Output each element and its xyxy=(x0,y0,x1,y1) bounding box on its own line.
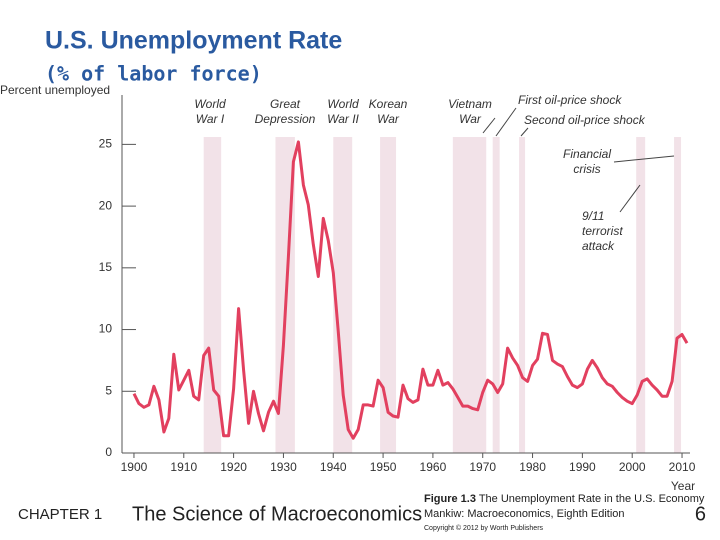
annotation: World xyxy=(194,97,226,111)
annotation: crisis xyxy=(573,162,600,176)
chart-title: U.S. Unemployment Rate xyxy=(45,27,342,55)
shaded-period xyxy=(636,137,646,453)
x-tick-label: 1990 xyxy=(569,460,596,474)
x-axis-label: Year xyxy=(671,479,695,493)
annotation: Great xyxy=(270,97,301,111)
x-tick-label: 1930 xyxy=(270,460,297,474)
y-tick-label: 25 xyxy=(99,137,113,151)
y-tick-label: 5 xyxy=(105,383,112,397)
x-tick-label: 1910 xyxy=(170,460,197,474)
chapter: CHAPTER 1 xyxy=(18,506,102,523)
x-tick-label: 1900 xyxy=(121,460,148,474)
shaded-period xyxy=(674,137,682,453)
chapter-title: The Science of Macroeconomics xyxy=(132,503,422,525)
annotation: War II xyxy=(327,112,359,126)
annotation: Second oil-price shock xyxy=(524,113,646,127)
annotation: War xyxy=(459,112,482,126)
annotation-pointer xyxy=(520,127,529,137)
plot: 0 5 10 15 20 25 1900 1910 1920 1930 1940 1950 1960 19… xyxy=(99,93,696,474)
shaded-period xyxy=(380,137,397,453)
y-tick-label: 20 xyxy=(99,198,113,212)
annotation-pointer xyxy=(495,107,517,137)
annotation: attack xyxy=(582,239,615,253)
shaded-period xyxy=(333,137,353,453)
shaded-period xyxy=(492,137,500,453)
copyright: Copyright © 2012 by Worth Publishers xyxy=(424,524,544,532)
x-tick-label: 1920 xyxy=(220,460,247,474)
figure-caption-text: The Unemployment Rate in the U.S. Econom… xyxy=(479,493,705,505)
annotation: Financial xyxy=(563,147,611,161)
annotation: 9/11 xyxy=(582,209,604,223)
annotation: World xyxy=(327,97,359,111)
x-tick-label: 1980 xyxy=(519,460,546,474)
x-tick-label: 2010 xyxy=(669,460,696,474)
source: Mankiw: Macroeconomics, Eighth Edition xyxy=(424,508,625,520)
x-tick-label: 1950 xyxy=(370,460,397,474)
annotation: Depression xyxy=(255,112,316,126)
annotation: First oil-price shock xyxy=(518,93,622,107)
annotation-pointer xyxy=(619,184,641,213)
page-number: 6 xyxy=(695,503,706,525)
shaded-period xyxy=(519,137,526,453)
y-tick-label: 0 xyxy=(105,445,112,459)
chart-subtitle: (% of labor force) xyxy=(45,62,262,86)
y-axis-label: Percent unemployed xyxy=(0,83,110,97)
y-tick-label: 10 xyxy=(99,322,113,336)
figure-caption: Figure 1.3 The Unemployment Rate in the … xyxy=(424,493,705,505)
annotation-pointer xyxy=(482,117,496,134)
x-tick-label: 1970 xyxy=(469,460,496,474)
x-tick-label: 1940 xyxy=(320,460,347,474)
y-tick-label: 15 xyxy=(99,260,113,274)
annotation-pointer xyxy=(613,155,675,163)
x-tick-label: 1960 xyxy=(420,460,447,474)
x-tick-label: 2000 xyxy=(619,460,646,474)
shaded-period xyxy=(203,137,222,453)
annotation: terrorist xyxy=(582,224,623,238)
annotation: War xyxy=(377,112,400,126)
annotation: Korean xyxy=(369,97,408,111)
annotation: Vietnam xyxy=(448,97,492,111)
series-line xyxy=(132,140,689,440)
annotation: War I xyxy=(196,112,225,126)
figure-label: Figure 1.3 xyxy=(424,493,476,505)
